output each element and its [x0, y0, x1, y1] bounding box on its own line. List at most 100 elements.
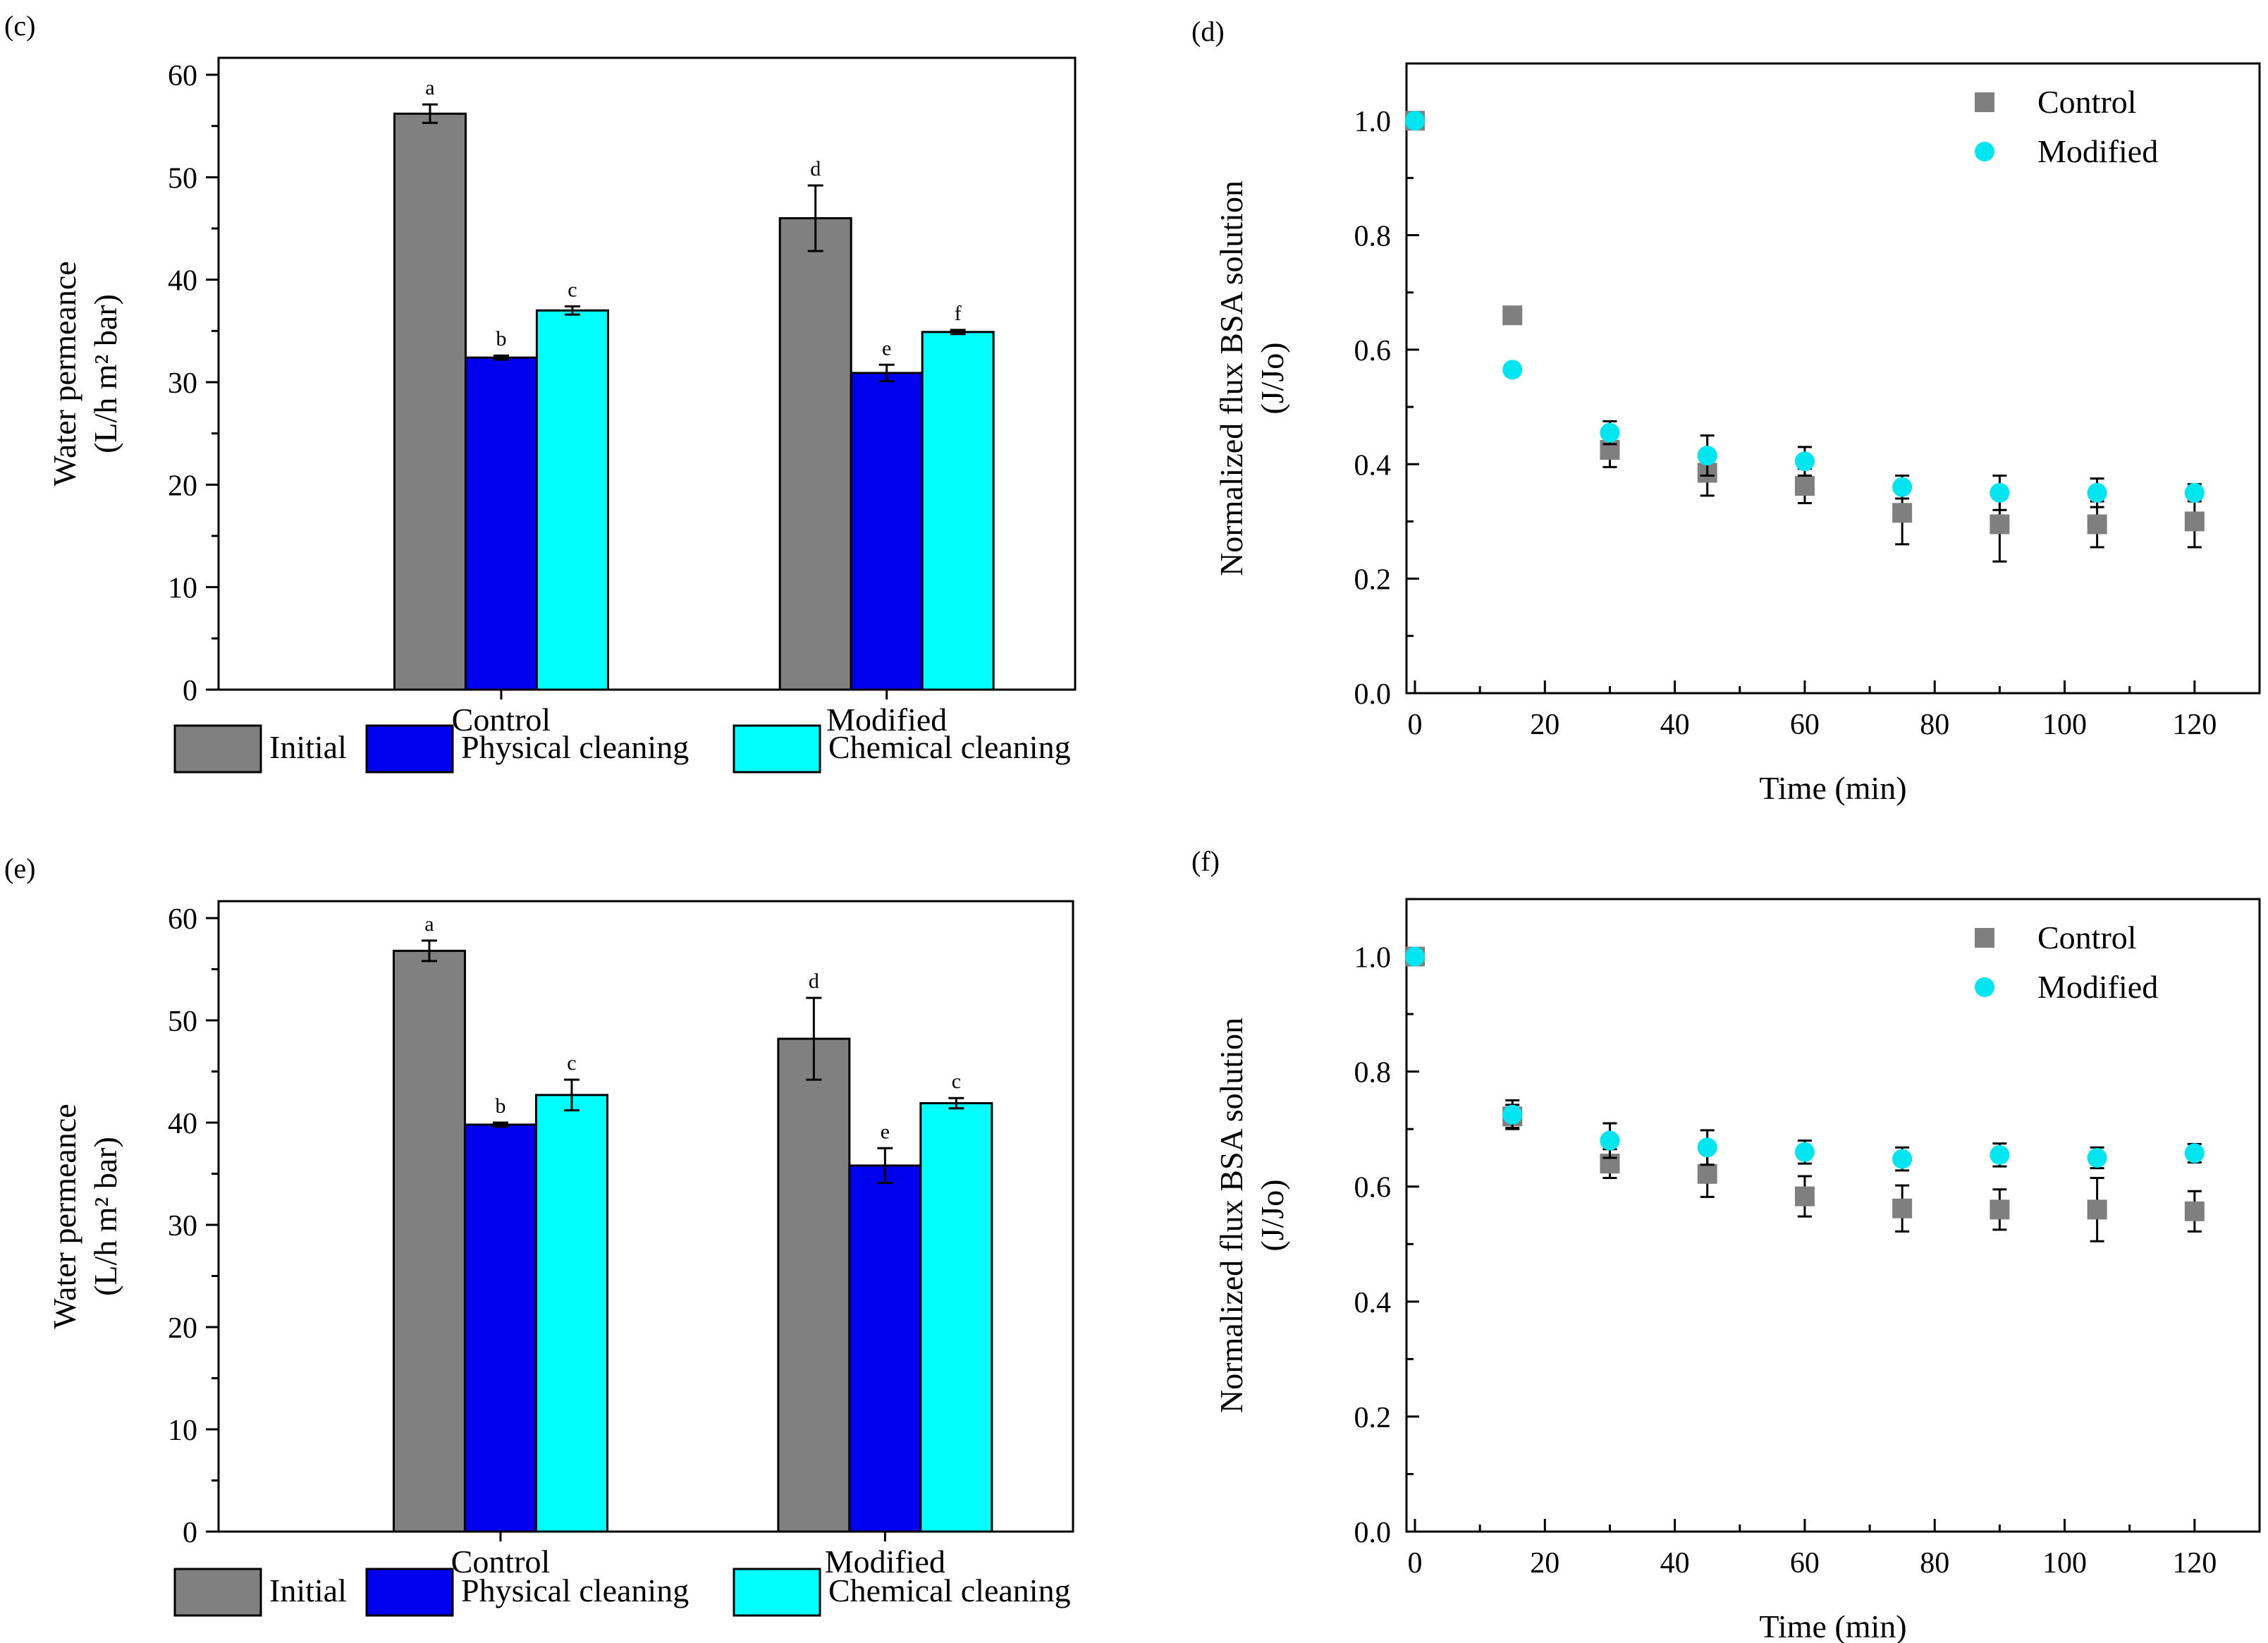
y-tick-label: 0 — [183, 675, 197, 707]
y-tick-label: 0.6 — [1354, 335, 1392, 367]
y-tick-label: 30 — [168, 1210, 197, 1242]
y-axis-units: (L/h m² bar) — [87, 1137, 123, 1296]
data-point-modified — [1405, 111, 1425, 131]
legend-swatch — [365, 1568, 454, 1617]
legend-swatch — [173, 1568, 262, 1617]
bar-physical-cleaning — [848, 1164, 922, 1533]
bar-physical-cleaning — [850, 372, 924, 691]
y-axis-label: Water permeance — [47, 1104, 82, 1329]
data-point-control — [2184, 511, 2205, 532]
legend-marker — [1975, 142, 1994, 161]
legend-swatch — [365, 724, 454, 774]
y-tick-label: 60 — [168, 903, 197, 936]
y-axis-label: Normalized flux BSA solution — [1213, 181, 1249, 576]
legend-label: Control — [2037, 84, 2137, 120]
significance-letter: e — [881, 1120, 890, 1143]
bar-initial — [778, 216, 852, 691]
legend-swatch — [732, 1568, 821, 1617]
x-tick-label: 20 — [1530, 1547, 1559, 1580]
x-category-label: Control — [451, 1544, 551, 1580]
x-tick-label: 80 — [1920, 709, 1949, 741]
panel-label: (d) — [1191, 16, 1225, 47]
legend-label: Control — [2037, 920, 2137, 955]
data-point-control — [2087, 1199, 2107, 1220]
legend-label: Modified — [2037, 969, 2158, 1005]
data-point-modified — [1405, 946, 1425, 967]
significance-letter: c — [567, 1051, 576, 1075]
error-bar — [563, 1078, 580, 1112]
x-tick-label: 0 — [1408, 709, 1423, 741]
series-modified — [1405, 946, 2205, 1172]
significance-letter: a — [425, 76, 434, 99]
x-axis-title: Time (min) — [1759, 770, 1906, 806]
panel-label: (c) — [4, 10, 35, 42]
bar-chemical-cleaning — [534, 1094, 608, 1533]
y-tick-label: 0.4 — [1354, 449, 1392, 482]
bar-chemical-cleaning — [535, 309, 609, 691]
data-point-control — [1892, 503, 1913, 523]
series-control — [1405, 111, 2205, 563]
y-tick-label: 30 — [168, 367, 197, 400]
data-point-modified — [2184, 1143, 2205, 1163]
error-bar — [493, 354, 509, 361]
data-point-control — [1794, 1186, 1815, 1207]
y-axis-units: (L/h m² bar) — [87, 294, 123, 453]
y-tick-label: 0 — [183, 1517, 197, 1549]
legend-marker — [1975, 977, 1994, 997]
significance-letter: f — [955, 302, 962, 325]
legend: Initial Physical cleaning Chemical cleanin… — [173, 1568, 1071, 1617]
legend-marker — [1975, 92, 1994, 112]
y-tick-label: 0.8 — [1354, 1057, 1392, 1089]
data-point-control — [2087, 514, 2107, 535]
x-category-label: Modified — [826, 702, 947, 738]
x-tick-label: 100 — [2042, 1547, 2087, 1580]
legend-label: Initial — [269, 729, 347, 765]
x-tick-label: 60 — [1790, 1547, 1820, 1580]
data-point-modified — [1502, 360, 1523, 380]
data-point-modified — [2087, 482, 2107, 503]
panel-label: (f) — [1191, 845, 1220, 877]
error-bar — [878, 363, 895, 383]
significance-letter: a — [424, 912, 434, 936]
significance-letter: d — [810, 157, 821, 181]
plot-frame — [1405, 62, 2261, 695]
y-tick-label: 20 — [168, 470, 197, 502]
error-bar — [422, 103, 438, 124]
x-tick-label: 100 — [2042, 709, 2087, 741]
bar-initial — [392, 949, 466, 1533]
y-tick-label: 10 — [168, 573, 197, 605]
data-point-control — [1697, 1163, 1717, 1184]
error-bar — [877, 1147, 893, 1185]
legend-swatch — [173, 724, 262, 774]
data-point-control — [1990, 514, 2010, 535]
error-bar — [948, 1097, 964, 1110]
data-point-modified — [1794, 451, 1815, 472]
x-category-label: Control — [452, 702, 551, 738]
data-point-modified — [1697, 446, 1717, 466]
data-point-modified — [1892, 477, 1913, 497]
bar-chemical-cleaning — [921, 331, 995, 691]
significance-letter: b — [496, 327, 506, 350]
y-tick-label: 0.2 — [1354, 564, 1392, 597]
data-point-modified — [1990, 1144, 2010, 1165]
scatter-chart-1: (d) 0 20 40 60 80 100 120 0.0 0.2 0.4 0.6 0.8 1.0 Time… — [1191, 16, 2261, 806]
legend-label: Modified — [2037, 133, 2158, 169]
y-tick-label: 10 — [168, 1415, 197, 1447]
data-point-control — [1502, 305, 1523, 326]
bar-physical-cleaning — [463, 1123, 537, 1533]
data-point-control — [1990, 1199, 2010, 1220]
significance-letter: c — [952, 1070, 961, 1093]
x-tick-label: 40 — [1660, 709, 1690, 741]
x-axis-title: Time (min) — [1759, 1608, 1906, 1643]
data-point-modified — [1794, 1142, 1815, 1162]
x-tick-label: 60 — [1790, 709, 1820, 741]
legend: Initial Physical cleaning Chemical cleanin… — [173, 724, 1071, 774]
y-axis-title: Normalized flux BSA solution (J/Jo) — [1213, 1018, 1290, 1413]
plot-frame — [217, 56, 1077, 691]
data-point-modified — [1990, 482, 2010, 503]
significance-letter: b — [495, 1094, 505, 1118]
y-tick-label: 50 — [168, 1006, 197, 1038]
bar-initial — [393, 112, 467, 691]
legend-label: Physical cleaning — [461, 1572, 689, 1608]
